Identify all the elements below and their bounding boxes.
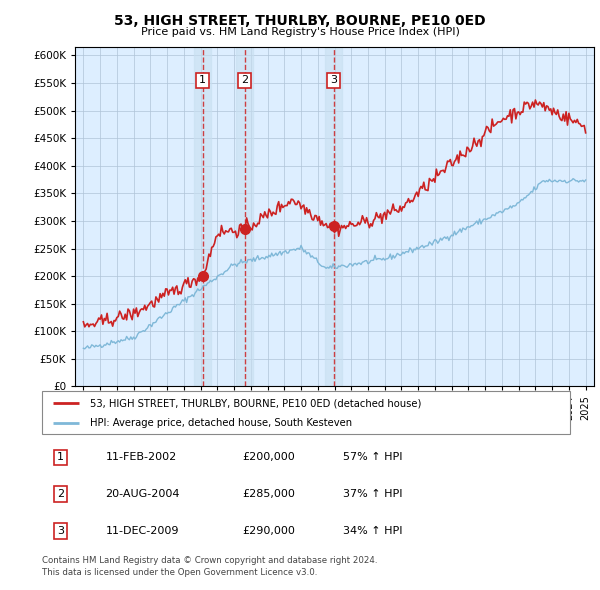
Text: 57% ↑ HPI: 57% ↑ HPI [343,453,403,463]
Text: Contains HM Land Registry data © Crown copyright and database right 2024.: Contains HM Land Registry data © Crown c… [42,556,377,565]
Text: 11-DEC-2009: 11-DEC-2009 [106,526,179,536]
Text: 3: 3 [57,526,64,536]
Text: 1: 1 [57,453,64,463]
Text: 2: 2 [241,76,248,86]
Text: HPI: Average price, detached house, South Kesteven: HPI: Average price, detached house, Sout… [89,418,352,428]
Text: 2: 2 [57,489,64,499]
Text: 34% ↑ HPI: 34% ↑ HPI [343,526,403,536]
Text: £290,000: £290,000 [242,526,296,536]
Text: This data is licensed under the Open Government Licence v3.0.: This data is licensed under the Open Gov… [42,568,317,576]
Text: 37% ↑ HPI: 37% ↑ HPI [343,489,403,499]
Text: 3: 3 [330,76,337,86]
Text: 20-AUG-2004: 20-AUG-2004 [106,489,180,499]
Bar [236,47,253,386]
Text: Price paid vs. HM Land Registry's House Price Index (HPI): Price paid vs. HM Land Registry's House … [140,27,460,37]
Text: £285,000: £285,000 [242,489,296,499]
Text: £200,000: £200,000 [242,453,295,463]
Bar [194,47,211,386]
Text: 1: 1 [199,76,206,86]
Text: 11-FEB-2002: 11-FEB-2002 [106,453,176,463]
Text: 53, HIGH STREET, THURLBY, BOURNE, PE10 0ED (detached house): 53, HIGH STREET, THURLBY, BOURNE, PE10 0… [89,398,421,408]
Bar [325,47,342,386]
FancyBboxPatch shape [42,391,570,434]
Text: 53, HIGH STREET, THURLBY, BOURNE, PE10 0ED: 53, HIGH STREET, THURLBY, BOURNE, PE10 0… [114,14,486,28]
